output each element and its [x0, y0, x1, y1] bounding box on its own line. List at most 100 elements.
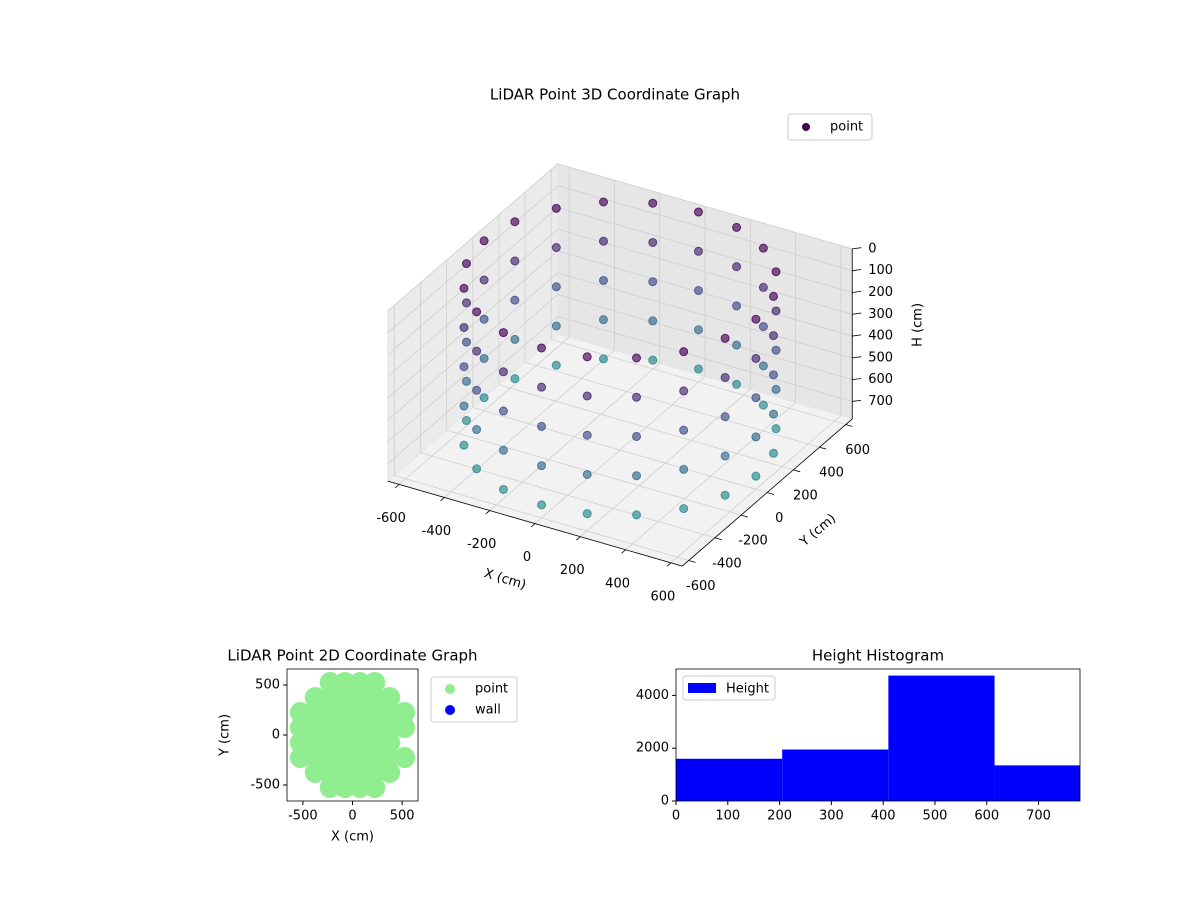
point — [510, 334, 520, 344]
x-tick-label: 300 — [819, 809, 844, 824]
point — [510, 295, 520, 305]
legend-marker — [802, 123, 810, 131]
point — [693, 207, 703, 217]
point — [394, 747, 416, 768]
z-tick-label: 500 — [868, 350, 893, 365]
point — [679, 464, 689, 474]
x-tick-label: 600 — [974, 809, 999, 824]
point — [537, 500, 547, 510]
point — [334, 672, 356, 693]
point — [582, 391, 592, 401]
point — [379, 687, 401, 708]
point — [732, 262, 742, 272]
tick-mark — [714, 537, 722, 541]
point — [304, 717, 326, 738]
grid-line — [557, 294, 853, 381]
bar — [676, 758, 783, 801]
legend-label: Height — [726, 682, 769, 697]
grid-line — [557, 250, 853, 337]
point — [598, 354, 608, 364]
legend-marker — [445, 684, 455, 694]
grid-line — [387, 272, 559, 421]
grid-line — [387, 250, 559, 399]
point — [732, 340, 742, 350]
point — [758, 400, 768, 410]
point — [472, 346, 482, 356]
point — [319, 747, 341, 768]
point — [498, 484, 508, 494]
point — [771, 306, 781, 316]
tick-mark — [852, 290, 862, 293]
point — [732, 379, 742, 389]
point — [461, 259, 471, 269]
point — [349, 702, 371, 723]
point — [771, 384, 781, 394]
x-tick-label: 0 — [672, 809, 680, 824]
point — [394, 702, 416, 723]
x-axis-line — [387, 480, 683, 567]
grid-line — [472, 407, 768, 493]
x-tick-label: -600 — [376, 511, 406, 526]
chart-title: LiDAR Point 3D Coordinate Graph — [490, 86, 740, 104]
point — [289, 702, 311, 723]
tick-mark — [621, 549, 626, 554]
y-tick-label: 200 — [793, 488, 818, 503]
z-axis-label: H (cm) — [911, 303, 926, 347]
point — [769, 331, 779, 341]
z-tick-label: 300 — [868, 307, 893, 322]
point — [693, 364, 703, 374]
point — [751, 471, 761, 481]
point — [720, 333, 730, 343]
y-tick-label: -500 — [250, 778, 280, 793]
point — [459, 362, 469, 372]
point — [769, 370, 779, 380]
grid-line — [524, 361, 820, 448]
legend-label: point — [830, 120, 863, 135]
point — [334, 702, 356, 723]
x-tick-label: 0 — [523, 550, 531, 565]
point — [379, 762, 401, 783]
tick-mark — [440, 497, 445, 502]
point — [334, 747, 356, 768]
point — [510, 217, 520, 227]
point — [551, 203, 561, 213]
point — [472, 464, 482, 474]
point — [758, 243, 768, 253]
point — [537, 382, 547, 392]
y-tick-label: 0 — [775, 511, 783, 526]
point — [461, 416, 471, 426]
y-tick-label: -600 — [686, 579, 716, 594]
tick-mark — [530, 523, 536, 528]
point — [720, 373, 730, 383]
point — [582, 430, 592, 440]
point — [479, 314, 489, 324]
point — [693, 246, 703, 256]
legend-box — [787, 113, 873, 141]
grid-line — [387, 228, 559, 377]
point — [334, 717, 356, 738]
point — [394, 717, 416, 738]
point — [537, 343, 547, 353]
tick-mark — [688, 560, 696, 563]
point — [289, 747, 311, 768]
point — [461, 337, 471, 347]
y-tick-label: 400 — [819, 466, 844, 481]
point — [319, 732, 341, 753]
point — [693, 286, 703, 296]
point — [459, 283, 469, 293]
chart-title: LiDAR Point 2D Coordinate Graph — [227, 647, 477, 665]
point — [751, 393, 761, 403]
point — [304, 762, 326, 783]
point — [319, 672, 341, 693]
chart-title: Height Histogram — [812, 647, 944, 665]
point — [769, 448, 779, 458]
z-tick-label: 400 — [868, 329, 893, 344]
legend-marker — [688, 683, 716, 693]
point — [479, 393, 489, 403]
point — [758, 282, 768, 292]
grid-line — [394, 475, 689, 561]
point — [319, 717, 341, 738]
point — [364, 762, 386, 783]
point — [304, 687, 326, 708]
